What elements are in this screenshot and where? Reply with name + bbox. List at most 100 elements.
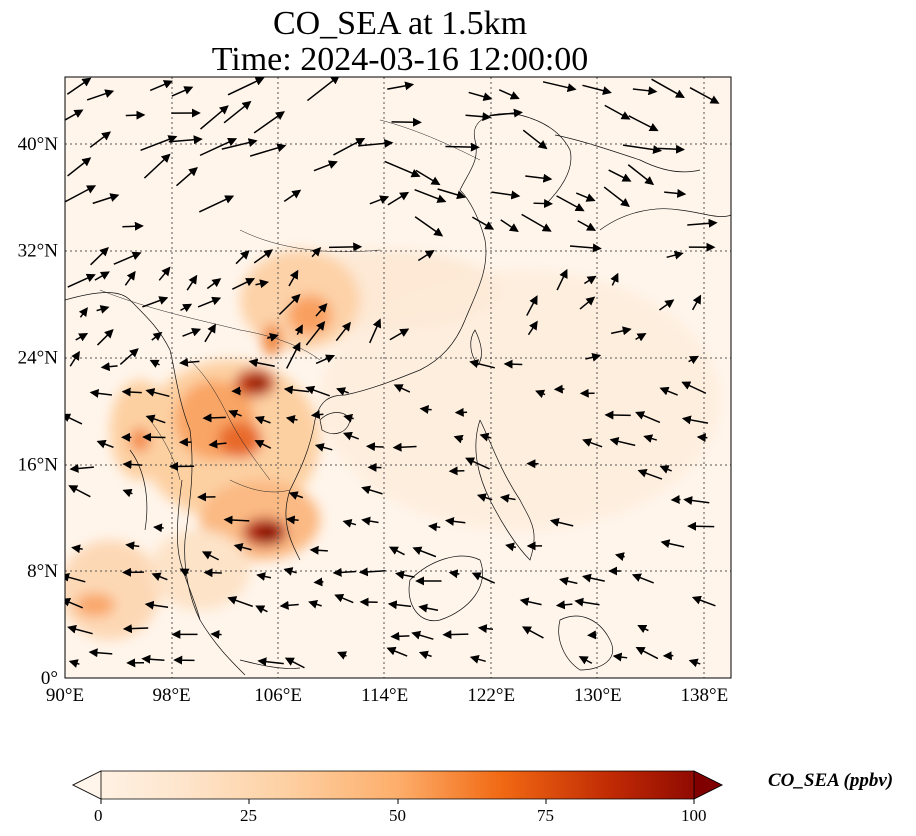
axis-ticks: 90°E 98°E 106°E 114°E 122°E 130°E 138°E 0° 8°N 16… — [18, 134, 729, 706]
wind-arrow — [555, 600, 573, 610]
wind-arrow — [149, 359, 160, 368]
wind-arrow — [314, 443, 333, 452]
wind-arrow — [659, 465, 672, 474]
wind-arrow — [489, 108, 523, 118]
wind-arrow — [100, 362, 118, 372]
colorbar-extend-low — [72, 770, 102, 800]
wind-arrow — [608, 169, 632, 182]
wind-arrow — [200, 105, 229, 130]
wind-arrow — [308, 600, 322, 609]
colorbar-tick-25: 25 — [240, 806, 257, 825]
wind-arrow — [414, 216, 444, 237]
wind-arrow — [657, 144, 686, 154]
lat-tick-label: 40°N — [18, 134, 59, 155]
wind-arrow — [232, 278, 256, 290]
wind-arrow — [437, 188, 467, 200]
wind-arrow — [208, 439, 227, 449]
wind-arrow — [477, 624, 494, 634]
wind-arrow — [417, 250, 435, 262]
wind-arrow — [499, 493, 516, 503]
lon-tick-label: 122°E — [467, 685, 515, 706]
wind-arrow — [579, 296, 596, 310]
wind-arrow — [603, 186, 630, 208]
wind-arrow — [227, 596, 253, 608]
wind-arrow — [283, 189, 302, 203]
wind-arrow — [125, 541, 140, 551]
wind-arrow — [227, 77, 265, 96]
colorbar-tick-100: 100 — [681, 806, 707, 825]
wind-arrow — [500, 219, 519, 233]
wind-arrow — [329, 242, 363, 252]
wind-arrow — [574, 597, 600, 607]
lon-tick-label: 130°E — [574, 685, 622, 706]
lon-tick-label: 114°E — [361, 685, 408, 706]
wind-arrow — [622, 144, 663, 154]
wind-arrow — [68, 659, 80, 668]
wind-arrow — [67, 157, 92, 177]
wind-arrow — [387, 600, 412, 610]
wind-arrow — [278, 293, 301, 316]
wind-arrow — [505, 542, 517, 552]
wind-arrow — [141, 654, 165, 664]
wind-arrow — [415, 169, 441, 186]
wind-arrow — [683, 496, 710, 505]
wind-arrow — [427, 522, 441, 532]
wind-arrow — [266, 333, 279, 342]
wind-arrow — [223, 100, 252, 124]
wind-arrow — [175, 166, 198, 187]
wind-arrow — [519, 597, 542, 607]
wind-arrow — [151, 331, 163, 341]
wind-arrow — [442, 630, 469, 640]
wind-arrow — [288, 269, 299, 287]
wind-arrow — [254, 440, 272, 449]
wind-arrow — [612, 652, 628, 662]
wind-arrow — [681, 415, 709, 425]
wind-arrow — [691, 294, 702, 311]
wind-arrow — [476, 493, 493, 502]
wind-arrow — [254, 415, 271, 425]
wind-arrow — [419, 404, 432, 414]
wind-arrow — [631, 573, 654, 584]
wind-arrow — [521, 213, 552, 232]
wind-arrow — [465, 457, 490, 470]
wind-arrow — [65, 109, 84, 121]
wind-arrow — [255, 279, 269, 289]
wind-arrow — [369, 318, 382, 344]
colorbar-body — [72, 770, 723, 800]
wind-arrow — [465, 112, 492, 122]
wind-arrow — [248, 358, 275, 368]
wind-arrow — [559, 576, 578, 586]
wind-arrow — [75, 333, 89, 342]
wind-arrow — [158, 266, 171, 281]
wind-arrow — [171, 86, 194, 97]
lat-tick-label: 0° — [41, 668, 58, 689]
wind-arrow — [614, 552, 625, 561]
wind-arrow — [581, 573, 605, 583]
wind-arrow — [361, 485, 383, 495]
wind-arrow — [688, 658, 701, 668]
wind-arrow — [687, 521, 715, 531]
wind-arrow — [151, 572, 168, 581]
wind-vectors — [65, 77, 720, 669]
wind-arrow — [503, 359, 523, 369]
wind-arrow — [313, 160, 338, 172]
wind-arrow — [228, 409, 242, 419]
wind-arrow — [387, 81, 415, 91]
wind-arrow — [89, 388, 112, 398]
wind-arrow — [384, 160, 421, 178]
wind-arrow — [255, 605, 268, 614]
wind-arrow — [479, 432, 491, 442]
map-plot-area — [65, 77, 731, 678]
lat-tick-label: 16°N — [18, 454, 59, 475]
wind-arrow — [65, 572, 86, 583]
wind-arrow — [113, 251, 142, 265]
lon-tick-label: 98°E — [152, 685, 190, 706]
wind-arrow — [336, 387, 349, 396]
wind-arrow — [253, 249, 274, 264]
wind-arrow — [395, 570, 415, 580]
wind-arrow — [358, 138, 394, 148]
wind-arrow — [144, 600, 169, 610]
wind-arrow — [628, 115, 659, 132]
wind-arrow — [235, 250, 250, 265]
